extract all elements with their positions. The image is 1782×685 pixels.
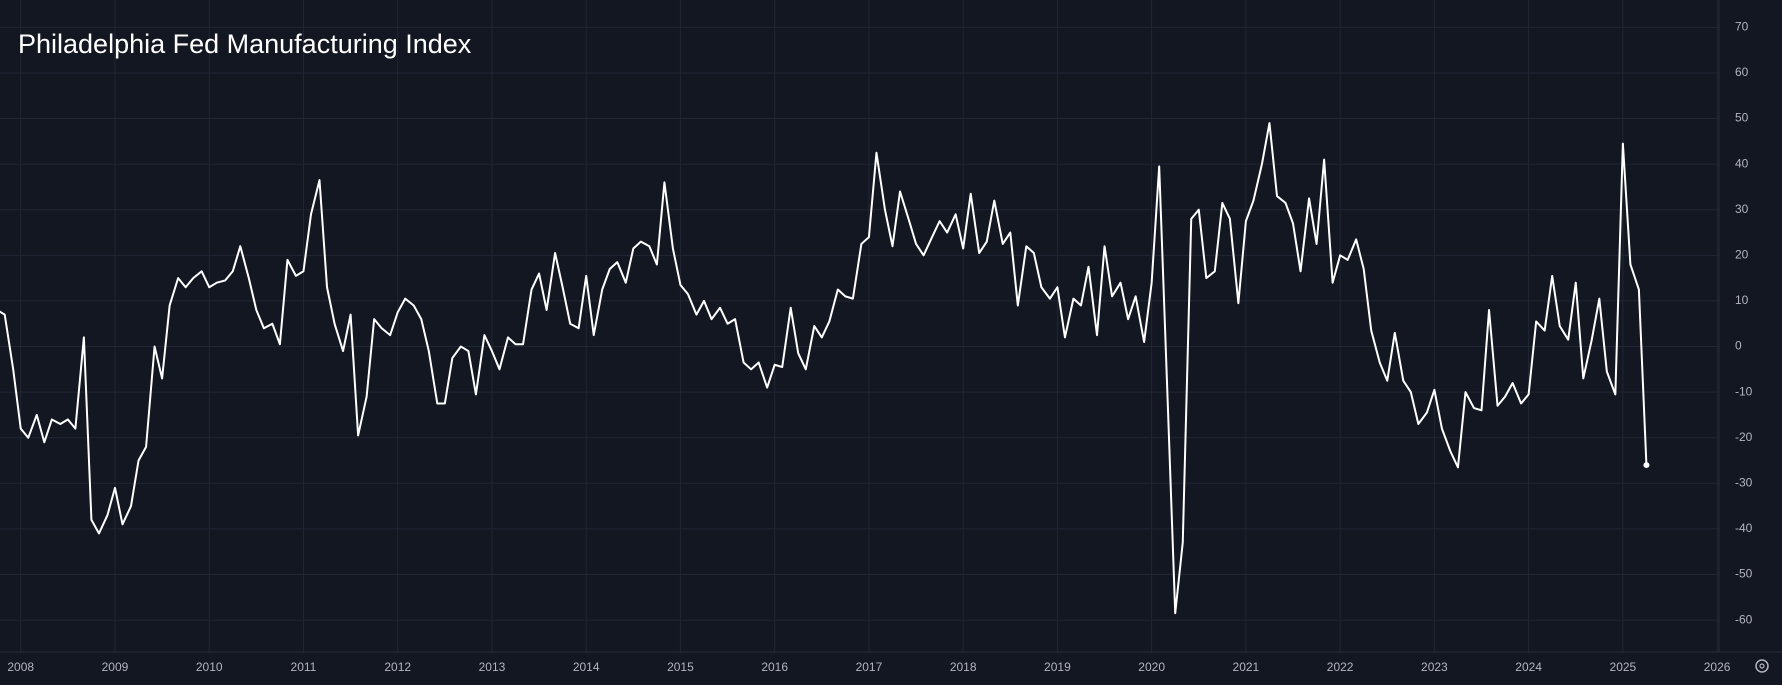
- x-tick-label: 2024: [1515, 660, 1542, 674]
- y-tick-label: 0: [1735, 339, 1742, 353]
- x-tick-label: 2020: [1138, 660, 1165, 674]
- x-tick-label: 2016: [761, 660, 788, 674]
- y-tick-label: -30: [1735, 475, 1753, 489]
- x-tick-label: 2012: [384, 660, 411, 674]
- y-tick-label: 50: [1735, 111, 1749, 125]
- grid: [0, 0, 1719, 652]
- y-tick-label: -20: [1735, 430, 1753, 444]
- settings-icon[interactable]: [1755, 659, 1769, 673]
- plot: [0, 122, 1650, 615]
- last-point: [1643, 462, 1650, 469]
- y-tick-label: -40: [1735, 521, 1753, 535]
- x-tick-label: 2013: [479, 660, 506, 674]
- x-tick-label: 2009: [102, 660, 129, 674]
- x-tick-label: 2019: [1044, 660, 1071, 674]
- x-tick-label: 2017: [856, 660, 883, 674]
- x-tick-label: 2023: [1421, 660, 1448, 674]
- x-tick-label: 2018: [950, 660, 977, 674]
- y-tick-label: 70: [1735, 20, 1749, 34]
- settings-button[interactable]: [1755, 659, 1769, 673]
- x-tick-label: 2010: [196, 660, 223, 674]
- y-tick-label: -60: [1735, 612, 1753, 626]
- x-tick-label: 2025: [1610, 660, 1637, 674]
- chart-title: Philadelphia Fed Manufacturing Index: [18, 29, 472, 59]
- axes: -60 -50 -40 -30 -20 -10 0 10 20 30 40 50 60 70 2008 200…: [7, 20, 1752, 675]
- x-tick-label: 2022: [1327, 660, 1354, 674]
- x-tick-label: 2021: [1233, 660, 1260, 674]
- y-tick-label: 20: [1735, 248, 1749, 262]
- x-tick-label: 2008: [7, 660, 34, 674]
- x-tick-label: 2014: [573, 660, 600, 674]
- y-tick-label: 60: [1735, 65, 1749, 79]
- x-tick-label: 2026: [1704, 660, 1731, 674]
- y-tick-label: -10: [1735, 384, 1753, 398]
- settings-icon-center[interactable]: [1759, 663, 1765, 669]
- y-tick-label: -50: [1735, 567, 1753, 581]
- y-tick-label: 10: [1735, 293, 1749, 307]
- data-line: [0, 122, 1648, 615]
- x-tick-label: 2015: [667, 660, 694, 674]
- x-tick-label: 2011: [291, 660, 317, 674]
- y-tick-label: 30: [1735, 202, 1749, 216]
- y-tick-label: 40: [1735, 156, 1749, 170]
